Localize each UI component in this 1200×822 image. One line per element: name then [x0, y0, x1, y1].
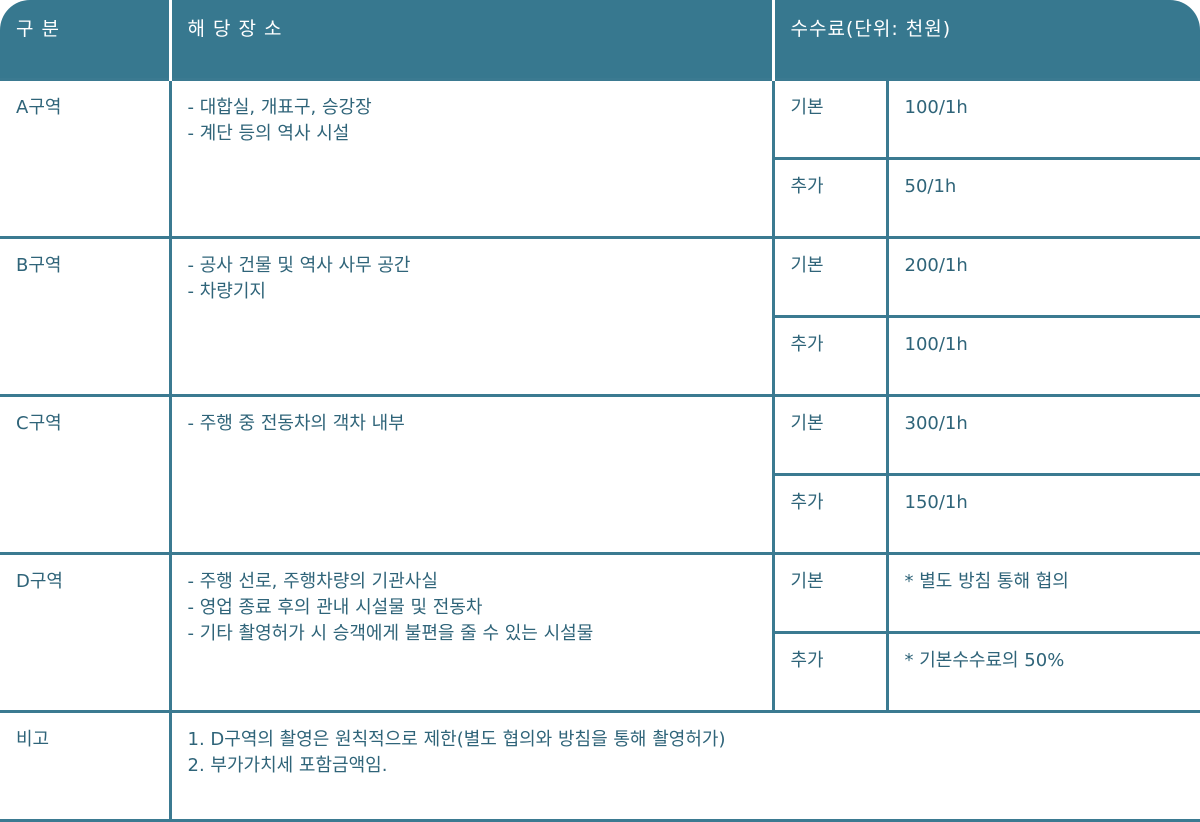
zone-cell: C구역 — [0, 394, 172, 555]
places-cell: - 공사 건물 및 역사 사무 공간 - 차량기지 — [168, 236, 775, 397]
extra-label: 추가 — [771, 315, 889, 397]
basic-label: 기본 — [771, 394, 889, 476]
remark-line: 2. 부가가치세 포함금액임. — [187, 755, 388, 776]
basic-fee: 300/1h — [885, 394, 1200, 476]
table-row: D구역 - 주행 선로, 주행차량의 기관사실 - 영업 종료 후의 관내 시설물… — [0, 552, 1200, 713]
place-line: - 영업 종료 후의 관내 시설물 및 전동차 — [187, 597, 483, 618]
table-row: 추가 100/1h — [0, 315, 1200, 397]
zone-cell: D구역 — [0, 552, 172, 713]
table-row: 추가 150/1h — [0, 473, 1200, 555]
table-row: C구역 - 주행 중 전동차의 객차 내부 기본 300/1h — [0, 394, 1200, 555]
header-fee: 수수료(단위: 천원) — [773, 0, 1200, 80]
header-category: 구 분 — [0, 0, 172, 80]
remarks-row: 비고 1. D구역의 촬영은 원칙적으로 제한(별도 협의와 방침을 통해 촬영… — [0, 710, 1200, 822]
extra-fee: 100/1h — [885, 315, 1200, 397]
table-row: B구역 - 공사 건물 및 역사 사무 공간 - 차량기지 기본 200/1h — [0, 236, 1200, 397]
zone-cell: A구역 — [0, 78, 172, 239]
extra-fee: 150/1h — [885, 473, 1200, 555]
places-cell: - 주행 중 전동차의 객차 내부 — [168, 394, 775, 555]
extra-fee: 50/1h — [885, 157, 1200, 239]
table-row: 추가 * 기본수수료의 50% — [0, 631, 1200, 713]
table-row: A구역 - 대합실, 개표구, 승강장 - 계단 등의 역사 시설 기본 100/… — [0, 78, 1200, 239]
zone-cell: B구역 — [0, 236, 172, 397]
places-cell: - 주행 선로, 주행차량의 기관사실 - 영업 종료 후의 관내 시설물 및 전… — [168, 552, 775, 713]
basic-fee: 200/1h — [885, 236, 1200, 318]
basic-label: 기본 — [771, 78, 889, 160]
basic-fee: * 별도 방침 통해 협의 — [885, 552, 1200, 634]
place-line: - 기타 촬영허가 시 승객에게 불편을 줄 수 있는 시설물 — [187, 623, 594, 644]
place-line: - 계단 등의 역사 시설 — [187, 123, 350, 144]
extra-label: 추가 — [771, 631, 889, 713]
place-line: - 공사 건물 및 역사 사무 공간 — [187, 255, 411, 276]
remarks-cell: 1. D구역의 촬영은 원칙적으로 제한(별도 협의와 방침을 통해 촬영허가)… — [168, 710, 1200, 822]
table-row: 추가 50/1h — [0, 157, 1200, 239]
places-cell: - 대합실, 개표구, 승강장 - 계단 등의 역사 시설 — [168, 78, 775, 239]
basic-label: 기본 — [771, 236, 889, 318]
remark-line: 1. D구역의 촬영은 원칙적으로 제한(별도 협의와 방침을 통해 촬영허가) — [187, 729, 726, 750]
extra-label: 추가 — [771, 157, 889, 239]
remarks-label: 비고 — [0, 710, 172, 822]
place-line: - 주행 중 전동차의 객차 내부 — [187, 413, 405, 434]
place-line: - 주행 선로, 주행차량의 기관사실 — [187, 571, 438, 592]
place-line: - 차량기지 — [187, 281, 266, 302]
extra-label: 추가 — [771, 473, 889, 555]
basic-label: 기본 — [771, 552, 889, 634]
table-header: 구 분 해 당 장 소 수수료(단위: 천원) — [0, 0, 1200, 80]
header-place: 해 당 장 소 — [170, 0, 775, 80]
extra-fee: * 기본수수료의 50% — [885, 631, 1200, 713]
basic-fee: 100/1h — [885, 78, 1200, 160]
place-line: - 대합실, 개표구, 승강장 — [187, 97, 372, 118]
